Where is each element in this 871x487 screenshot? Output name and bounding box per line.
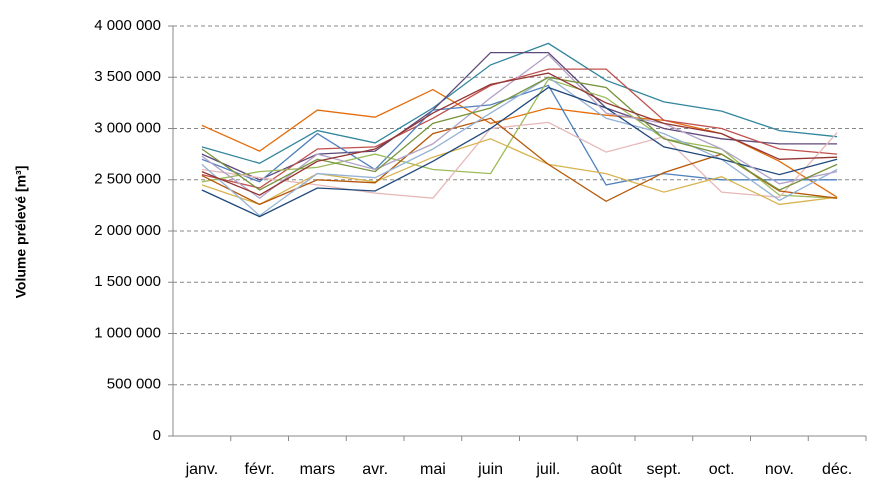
x-tick-label: déc. — [822, 461, 852, 478]
x-tick-label: juil. — [535, 461, 560, 478]
x-tick-label: janv. — [185, 461, 219, 478]
series-line — [201, 68, 838, 189]
y-tick-label: 500 000 — [107, 376, 161, 393]
series-line — [201, 53, 838, 200]
series-line — [201, 76, 838, 217]
series-line — [201, 138, 838, 206]
x-tick-label: mai — [420, 461, 446, 478]
series-line — [201, 76, 838, 191]
x-tick-label: sept. — [647, 461, 682, 478]
series-line — [201, 88, 838, 198]
y-tick-label: 1 000 000 — [94, 324, 161, 341]
y-tick-label: 3 000 000 — [94, 119, 161, 136]
x-tick-label: mars — [300, 461, 336, 478]
y-axis-title: Volume prélevé [m³] — [13, 166, 29, 299]
series-line — [201, 78, 838, 199]
y-tick-label: 1 500 000 — [94, 273, 161, 290]
x-tick-label: août — [591, 461, 623, 478]
series-line — [201, 72, 838, 196]
y-tick-label: 2 000 000 — [94, 222, 161, 239]
series-line — [201, 86, 838, 218]
x-tick-label: févr. — [245, 461, 275, 478]
y-tick-label: 4 000 000 — [94, 17, 161, 34]
series-line — [201, 42, 838, 164]
y-tick-label: 0 — [153, 427, 161, 444]
x-tick-label: juin — [477, 461, 503, 478]
series-line — [201, 51, 838, 181]
x-tick-label: avr. — [362, 461, 388, 478]
x-tick-label: oct. — [709, 461, 735, 478]
y-tick-label: 2 500 000 — [94, 171, 161, 188]
x-tick-label: nov. — [765, 461, 794, 478]
y-tick-label: 3 500 000 — [94, 68, 161, 85]
